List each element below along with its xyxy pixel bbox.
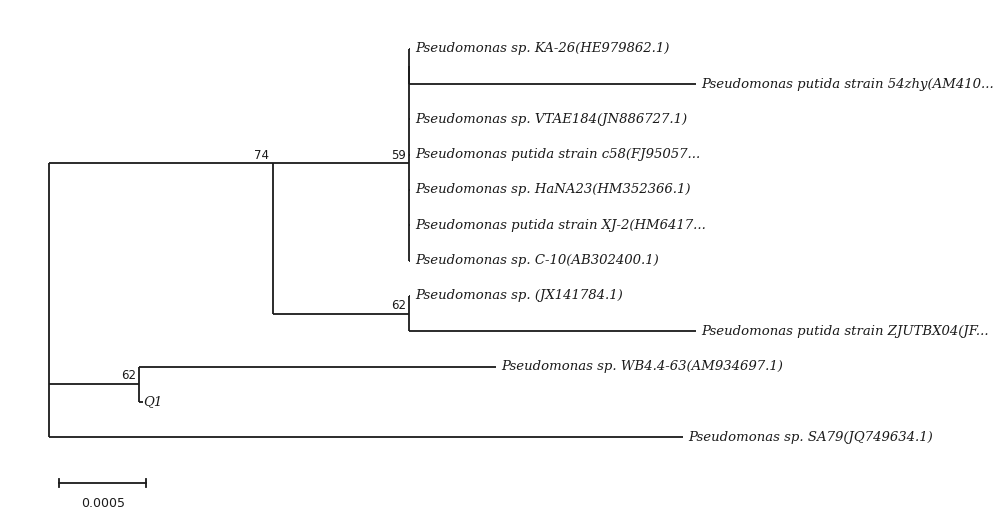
Text: Pseudomonas putida strain XJ-2(HM6417...: Pseudomonas putida strain XJ-2(HM6417...: [415, 219, 706, 232]
Text: Pseudomonas putida strain c58(FJ95057...: Pseudomonas putida strain c58(FJ95057...: [415, 148, 700, 161]
Text: Pseudomonas sp. VTAE184(JN886727.1): Pseudomonas sp. VTAE184(JN886727.1): [415, 113, 687, 126]
Text: Pseudomonas sp. HaNA23(HM352366.1): Pseudomonas sp. HaNA23(HM352366.1): [415, 183, 690, 196]
Text: Q1: Q1: [143, 395, 163, 409]
Text: Pseudomonas sp. WB4.4-63(AM934697.1): Pseudomonas sp. WB4.4-63(AM934697.1): [501, 360, 783, 373]
Text: 74: 74: [254, 149, 269, 162]
Text: 62: 62: [121, 370, 136, 382]
Text: Pseudomonas sp. C-10(AB302400.1): Pseudomonas sp. C-10(AB302400.1): [415, 254, 658, 267]
Text: 62: 62: [391, 299, 406, 312]
Text: Pseudomonas putida strain 54zhy(AM410...: Pseudomonas putida strain 54zhy(AM410...: [701, 78, 994, 90]
Text: Pseudomonas sp. (JX141784.1): Pseudomonas sp. (JX141784.1): [415, 289, 622, 302]
Text: Pseudomonas sp. SA79(JQ749634.1): Pseudomonas sp. SA79(JQ749634.1): [688, 431, 933, 444]
Text: Pseudomonas putida strain ZJUTBX04(JF...: Pseudomonas putida strain ZJUTBX04(JF...: [701, 325, 989, 338]
Text: 0.0005: 0.0005: [81, 497, 125, 509]
Text: Pseudomonas sp. KA-26(HE979862.1): Pseudomonas sp. KA-26(HE979862.1): [415, 42, 669, 55]
Text: 59: 59: [391, 149, 406, 162]
